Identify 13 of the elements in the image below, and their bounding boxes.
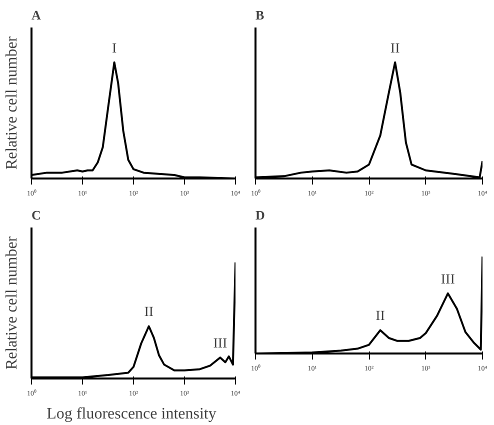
chart-title: B xyxy=(256,8,264,22)
y-axis-title: Relative cell number xyxy=(4,236,20,370)
annotation: II xyxy=(376,309,386,324)
annotation: I xyxy=(112,41,117,56)
chart-title: C xyxy=(32,208,41,222)
annotation: III xyxy=(213,336,228,352)
annotation: II xyxy=(390,41,400,56)
x-axis-title: Log fluorescence intensity xyxy=(46,406,216,422)
annotation: II xyxy=(144,305,154,320)
chart-title: A xyxy=(32,8,42,22)
chart-title: D xyxy=(256,208,265,222)
y-axis-title: Relative cell number xyxy=(4,36,20,170)
annotation: III xyxy=(440,272,456,288)
